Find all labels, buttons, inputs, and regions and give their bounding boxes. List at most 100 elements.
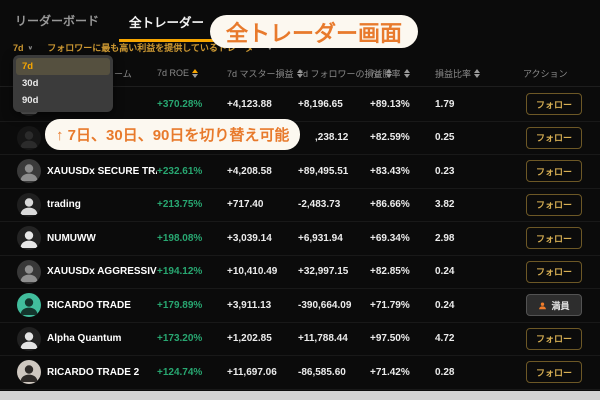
sort-icon[interactable] — [192, 68, 199, 78]
follow-button[interactable]: フォロー — [526, 361, 582, 384]
action-label: 満員 — [551, 300, 570, 311]
period-dropdown-menu: 7d 30d 90d — [13, 55, 113, 112]
trader-name: RICARDO TRADE 2 — [47, 366, 140, 378]
follower-pnl-value: +89,495.51 — [298, 165, 349, 177]
table-row[interactable]: trading +213.75% +717.40 -2,483.73 +86.6… — [0, 189, 600, 222]
trader-name: XAUUSDx SECURE TRADE... — [47, 165, 157, 177]
follower-pnl-value: +11,788.44 — [298, 333, 348, 345]
pnl-ratio-value: 3.82 — [435, 199, 455, 211]
roe-value: +173.20% — [157, 333, 203, 345]
roe-value: +179.89% — [157, 299, 203, 311]
win-rate-value: +71.79% — [370, 299, 410, 311]
win-rate-value: +82.59% — [370, 132, 410, 144]
win-rate-value: +97.50% — [370, 333, 410, 345]
trader-avatar — [17, 293, 41, 318]
pnl-ratio-value: 1.79 — [435, 98, 455, 110]
table-row[interactable]: NUMUWW +198.08% +3,039.14 +6,931.94 +69.… — [0, 222, 600, 256]
table-header: ーム 7d ROE 7d マスター損益 7d フォロワーの損益 7d 勝率 損益… — [0, 60, 600, 87]
action-label: フォロー — [535, 267, 572, 278]
follower-pnl-value: ,238.12 — [315, 132, 349, 144]
chevron-down-icon: ∨ — [27, 45, 34, 51]
master-pnl-value: +10,410.49 — [227, 266, 278, 278]
sort-icon[interactable] — [403, 68, 410, 78]
action-label: フォロー — [535, 334, 572, 345]
table-row[interactable]: XAUUSDx SECURE TRADE... +232.61% +4,208.… — [0, 155, 600, 189]
follower-pnl-value: +32,997.15 — [298, 266, 349, 278]
win-rate-value: +82.85% — [370, 266, 410, 278]
header-win-rate[interactable]: 7d 勝率 — [370, 67, 435, 80]
follower-pnl-value: -390,664.09 — [298, 299, 352, 311]
top-tab-bar: リーダーボード 全トレーダー — [13, 8, 215, 42]
master-pnl-value: +4,123.88 — [227, 98, 272, 110]
win-rate-value: +86.66% — [370, 199, 410, 211]
master-pnl-value: +4,208.58 — [227, 165, 272, 177]
trader-name: trading — [47, 199, 81, 211]
action-label: フォロー — [535, 367, 572, 378]
header-action: アクション — [523, 68, 568, 79]
follower-pnl-value: -2,483.73 — [298, 199, 341, 211]
trader-avatar — [17, 326, 41, 351]
table-row[interactable]: RICARDO TRADE 2 +124.74% +11,697.06 -86,… — [0, 356, 600, 390]
pnl-ratio-value: 0.24 — [435, 299, 455, 311]
pnl-ratio-value: 4.72 — [435, 333, 455, 345]
action-label: フォロー — [535, 200, 572, 211]
trader-name: Alpha Quantum — [47, 333, 122, 345]
header-nickname: ーム — [114, 68, 132, 79]
roe-value: +124.74% — [157, 366, 203, 378]
action-label: フォロー — [535, 99, 572, 110]
header-pnl-ratio[interactable]: 損益比率 — [435, 67, 523, 80]
master-pnl-value: +3,039.14 — [227, 232, 272, 244]
period-filter-label: 7d — [13, 42, 24, 53]
trader-name: RICARDO TRADE — [47, 299, 131, 311]
roe-value: +232.61% — [157, 165, 203, 177]
action-label: フォロー — [535, 166, 572, 177]
person-icon — [538, 301, 547, 310]
action-label: フォロー — [535, 233, 572, 244]
trader-avatar — [17, 125, 41, 150]
header-roe[interactable]: 7d ROE — [157, 68, 227, 78]
follow-button[interactable]: フォロー — [526, 260, 582, 283]
follow-button[interactable]: フォロー — [526, 193, 582, 216]
tab-all-traders[interactable]: 全トレーダー — [119, 8, 215, 42]
tab-leaderboard[interactable]: リーダーボード — [15, 14, 100, 28]
follower-pnl-value: -86,585.60 — [298, 366, 346, 378]
sort-icon[interactable] — [474, 68, 481, 78]
follower-pnl-value: +8,196.65 — [298, 98, 343, 110]
table-row[interactable]: RICARDO TRADE +179.89% +3,911.13 -390,66… — [0, 289, 600, 323]
follow-button[interactable]: フォロー — [526, 227, 582, 250]
trader-name: XAUUSDx AGGRESSIVE T... — [47, 266, 157, 278]
period-option-30d[interactable]: 30d — [22, 78, 39, 89]
trader-avatar — [17, 159, 41, 184]
sort-icon[interactable] — [296, 68, 303, 78]
roe-value: +370.28% — [157, 98, 203, 110]
follow-button[interactable]: フォロー — [526, 327, 582, 350]
follow-button[interactable]: フォロー — [526, 93, 582, 116]
roe-value: +213.75% — [157, 199, 203, 211]
master-pnl-value: +1,202.85 — [227, 333, 272, 345]
annotation-period-note: ↑ 7日、30日、90日を切り替え可能 — [45, 119, 301, 150]
sort-icon[interactable] — [385, 68, 392, 78]
period-option-7d[interactable]: 7d — [16, 58, 110, 75]
follower-pnl-value: +6,931.94 — [298, 232, 343, 244]
master-pnl-value: +3,911.13 — [227, 299, 272, 311]
header-follower-pnl[interactable]: 7d フォロワーの損益 — [298, 67, 392, 80]
pnl-ratio-value: 0.24 — [435, 266, 455, 278]
trader-sort-label: フォロワーに最も高い利益を提供しているトレーダー — [47, 43, 263, 53]
table-row[interactable]: XAUUSDx AGGRESSIVE T... +194.12% +10,410… — [0, 256, 600, 289]
pnl-ratio-value: 2.98 — [435, 232, 455, 244]
full-button[interactable]: 満員 — [526, 294, 582, 317]
header-master-pnl[interactable]: 7d マスター損益 — [227, 67, 303, 80]
roe-value: +194.12% — [157, 266, 203, 278]
table-row[interactable]: Alpha Quantum +173.20% +1,202.85 +11,788… — [0, 323, 600, 356]
master-pnl-value: +11,697.06 — [227, 366, 277, 378]
follow-button[interactable]: フォロー — [526, 160, 582, 183]
period-filter-dropdown[interactable]: 7d ∨ — [13, 43, 33, 53]
trader-avatar — [17, 360, 41, 385]
follow-button[interactable]: フォロー — [526, 126, 582, 149]
win-rate-value: +69.34% — [370, 232, 410, 244]
trader-avatar — [17, 226, 41, 251]
period-option-90d[interactable]: 90d — [22, 95, 39, 106]
pnl-ratio-value: 0.23 — [435, 165, 455, 177]
table-row[interactable]: ,238.12 +82.59% 0.25 フォロー — [0, 122, 600, 155]
